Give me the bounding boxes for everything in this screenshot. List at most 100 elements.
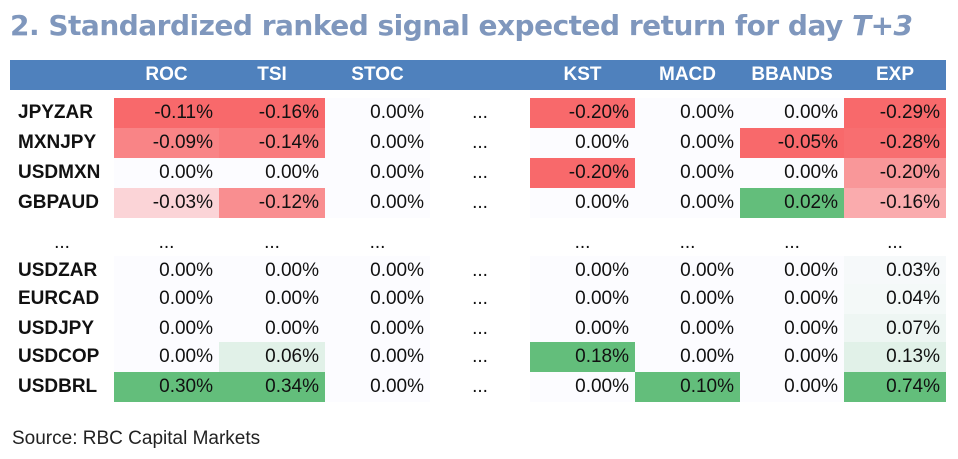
ellipsis-cell: ... <box>887 232 903 253</box>
table-cell: 0.00% <box>635 188 740 218</box>
table-cell: -0.09% <box>114 128 219 158</box>
row-label: USDJPY <box>18 318 95 339</box>
ellipsis-cell: ... <box>472 132 488 153</box>
row-label: MXNJPY <box>18 132 97 153</box>
table-cell: 0.00% <box>740 284 844 314</box>
row-label: USDMXN <box>18 162 101 183</box>
column-header: ROC <box>145 64 188 85</box>
table-cell: 0.00% <box>325 98 430 128</box>
table-cell: -0.20% <box>530 98 635 128</box>
table-cell: 0.06% <box>219 342 325 372</box>
table-cell: 0.03% <box>844 256 946 286</box>
table-cell: 0.00% <box>325 372 430 402</box>
table-cell: 0.00% <box>635 98 740 128</box>
row-label: JPYZAR <box>18 102 93 123</box>
table-cell: 0.00% <box>325 256 430 286</box>
table-cell: 0.00% <box>530 314 635 344</box>
ellipsis-cell: ... <box>472 260 488 281</box>
column-header <box>430 60 530 90</box>
table-header-band <box>10 60 946 90</box>
table-cell: 0.00% <box>635 342 740 372</box>
column-header: KST <box>563 64 602 85</box>
table-cell: 0.00% <box>325 342 430 372</box>
table-cell: -0.05% <box>740 128 844 158</box>
ellipsis-cell: ... <box>472 192 488 213</box>
ellipsis-cell: ... <box>679 232 696 253</box>
table-cell: 0.74% <box>844 372 946 402</box>
table-cell: -0.28% <box>844 128 946 158</box>
column-header: TSI <box>257 64 287 85</box>
table-cell: 0.00% <box>635 284 740 314</box>
row-label: GBPAUD <box>18 192 99 213</box>
table-cell: -0.14% <box>219 128 325 158</box>
table-cell: 0.00% <box>530 188 635 218</box>
table-cell: 0.00% <box>219 314 325 344</box>
column-header: MACD <box>659 64 716 85</box>
column-header: STOC <box>351 64 404 85</box>
table-cell: 0.00% <box>219 284 325 314</box>
ellipsis-cell: ... <box>472 288 488 309</box>
table-cell: 0.00% <box>530 284 635 314</box>
chart-title-italic: T+3 <box>851 9 913 42</box>
table-cell: -0.16% <box>219 98 325 128</box>
ellipsis-cell: ... <box>472 346 488 367</box>
ellipsis-cell: ... <box>784 232 800 253</box>
table-cell: 0.00% <box>114 284 219 314</box>
table-cell: -0.16% <box>844 188 946 218</box>
ellipsis-cell: ... <box>264 232 280 253</box>
ellipsis-cell: ... <box>574 232 591 253</box>
table-cell: 0.07% <box>844 314 946 344</box>
row-label: USDBRL <box>18 376 98 397</box>
row-label: USDCOP <box>18 346 100 367</box>
table-cell: 0.00% <box>219 158 325 188</box>
table-cell: 0.10% <box>635 372 740 402</box>
table-cell: 0.00% <box>114 314 219 344</box>
table-cell: 0.00% <box>530 372 635 402</box>
table-cell: 0.00% <box>114 342 219 372</box>
table-cell: 0.00% <box>635 158 740 188</box>
table-cell: 0.00% <box>325 284 430 314</box>
ellipsis-cell: ... <box>158 232 175 253</box>
table-cell: -0.29% <box>844 98 946 128</box>
table-cell: 0.34% <box>219 372 325 402</box>
column-header: BBANDS <box>751 64 833 85</box>
chart-title-main: 2. Standardized ranked signal expected r… <box>10 9 852 42</box>
table-cell: 0.00% <box>740 342 844 372</box>
table-cell: 0.00% <box>740 372 844 402</box>
row-label: USDZAR <box>18 260 98 281</box>
table-cell: 0.00% <box>219 256 325 286</box>
column-header: EXP <box>875 64 915 85</box>
ellipsis-cell <box>430 228 530 258</box>
ellipsis-cell: ... <box>369 232 386 253</box>
table-cell: 0.00% <box>325 128 430 158</box>
table-cell: -0.11% <box>114 98 219 128</box>
table-cell: 0.00% <box>740 256 844 286</box>
ellipsis-cell: ... <box>472 376 488 397</box>
table-cell: 0.00% <box>740 158 844 188</box>
row-label: ... <box>54 232 70 253</box>
table-cell: -0.20% <box>530 158 635 188</box>
table-cell: 0.00% <box>325 158 430 188</box>
table-cell: 0.00% <box>635 314 740 344</box>
table-cell: 0.13% <box>844 342 946 372</box>
table-cell: 0.00% <box>114 256 219 286</box>
table-cell: 0.00% <box>325 188 430 218</box>
table-cell: -0.03% <box>114 188 219 218</box>
table-cell: -0.20% <box>844 158 946 188</box>
table-cell: 0.30% <box>114 372 219 402</box>
table-cell: -0.12% <box>219 188 325 218</box>
table-cell: 0.02% <box>740 188 844 218</box>
table-cell: 0.00% <box>740 314 844 344</box>
row-label: EURCAD <box>18 288 100 309</box>
table-cell: 0.04% <box>844 284 946 314</box>
table-cell: 0.00% <box>530 128 635 158</box>
table-cell: 0.00% <box>325 314 430 344</box>
ellipsis-cell: ... <box>472 162 488 183</box>
table-cell: 0.18% <box>530 342 635 372</box>
table-cell: 0.00% <box>740 98 844 128</box>
table-cell: 0.00% <box>530 256 635 286</box>
source-note: Source: RBC Capital Markets <box>12 428 261 449</box>
ellipsis-cell: ... <box>472 102 488 123</box>
chart-title: 2. Standardized ranked signal expected r… <box>10 4 913 48</box>
ellipsis-cell: ... <box>472 318 488 339</box>
